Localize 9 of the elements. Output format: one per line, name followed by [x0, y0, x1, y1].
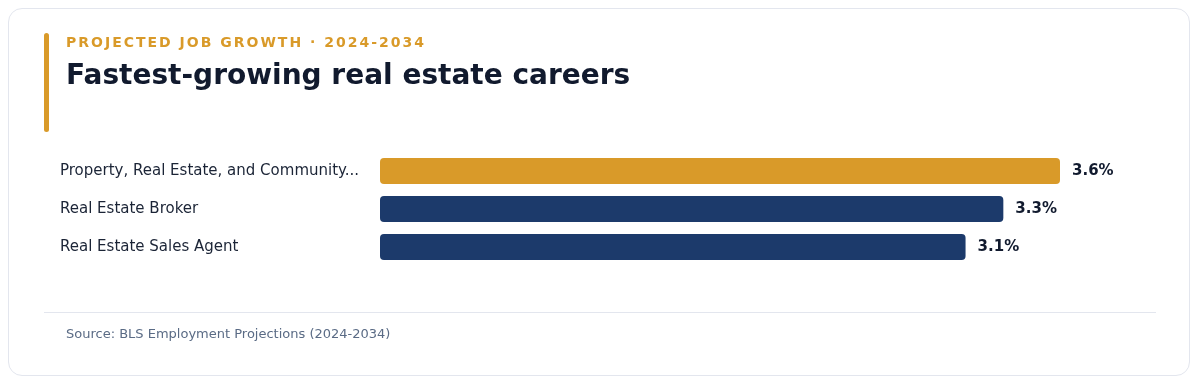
data-label: 3.6% — [1072, 160, 1114, 179]
text: PROJECTED JOB GROWTH · 2024-2034 — [66, 34, 426, 50]
y-tick-label: Property, Real Estate, and Community... — [60, 160, 360, 179]
chart-title: Fastest-growing real estate careers — [66, 58, 631, 91]
y-tick-label: Real Estate Broker — [60, 198, 200, 217]
source-note: Source: BLS Employment Projections (2024-2034) — [66, 326, 391, 341]
data-label: 3.3% — [1015, 198, 1057, 217]
y-tick-label: Real Estate Sales Agent — [60, 236, 239, 255]
data-label: 3.1% — [977, 236, 1020, 255]
